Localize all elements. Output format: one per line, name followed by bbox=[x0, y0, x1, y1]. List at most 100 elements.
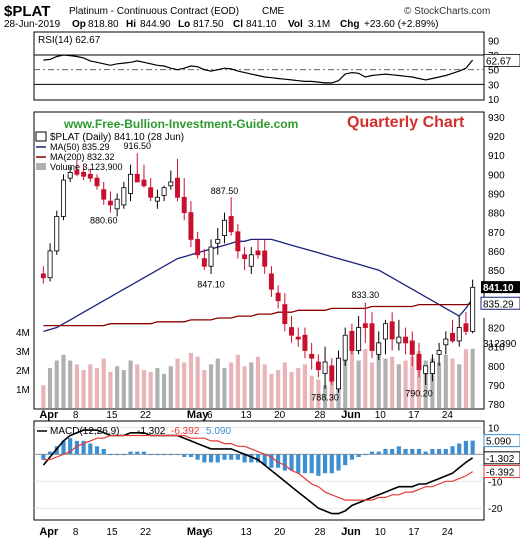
macd-x-tick: Jun bbox=[341, 526, 361, 538]
macd-histogram-bar bbox=[457, 443, 462, 455]
candle-body bbox=[436, 350, 442, 355]
candle-body bbox=[168, 181, 174, 187]
candle-body bbox=[389, 321, 395, 340]
volume-bar bbox=[450, 358, 455, 408]
candle-body bbox=[329, 365, 335, 382]
volume-bar bbox=[396, 364, 401, 408]
macd-histogram-bar bbox=[349, 454, 354, 460]
macd-histogram-bar bbox=[54, 446, 59, 455]
candle-body bbox=[443, 338, 449, 346]
volume-bar bbox=[141, 370, 147, 408]
candle-body bbox=[302, 334, 308, 351]
macd-line-tag-box bbox=[483, 451, 520, 465]
hi-value: 844.90 bbox=[140, 19, 171, 30]
volume-bar bbox=[403, 360, 408, 408]
price-y-tick: 860 bbox=[488, 247, 505, 258]
price-y-tick: 830 bbox=[488, 304, 505, 315]
price-x-tick: 24 bbox=[442, 410, 454, 421]
volume-bar bbox=[208, 364, 214, 408]
volume-bar bbox=[296, 368, 301, 408]
volume-bar bbox=[195, 356, 200, 408]
candle-body bbox=[295, 336, 301, 340]
macd-histogram-bar bbox=[162, 454, 167, 456]
volume-bar bbox=[235, 354, 240, 408]
price-annotation: 847.10 bbox=[197, 280, 225, 290]
volume-bar bbox=[390, 356, 395, 408]
vol-label: Vol bbox=[288, 19, 303, 30]
op-value: 818.80 bbox=[88, 19, 119, 30]
candle-body bbox=[315, 361, 321, 371]
price-panel: 916.50 887.50 880.60 847.10 833.30 788.30 790.… bbox=[16, 113, 520, 421]
candle-body bbox=[215, 239, 221, 244]
exchange: CME bbox=[262, 6, 285, 17]
volume-bar bbox=[54, 360, 59, 408]
volume-bar bbox=[162, 373, 167, 408]
candle-body bbox=[396, 336, 402, 344]
volume-bar bbox=[222, 368, 227, 408]
volume-bar bbox=[255, 356, 261, 408]
macd-histogram-bar bbox=[356, 454, 361, 458]
volume-bar bbox=[316, 379, 321, 408]
chg-value: +23.60 (+2.89%) bbox=[364, 19, 439, 30]
macd-histogram-bar bbox=[329, 454, 334, 474]
macd-signal-tag: -6.392 bbox=[486, 468, 515, 479]
macd-histogram-bar bbox=[108, 454, 113, 456]
price-x-tick: 22 bbox=[140, 410, 152, 421]
candle-body bbox=[423, 365, 429, 374]
rsi-y-tick: 90 bbox=[488, 36, 500, 47]
volume-y-tick: 1M bbox=[16, 385, 30, 396]
volume-bar bbox=[457, 364, 462, 408]
macd-histogram-bar bbox=[215, 454, 220, 463]
candle-body bbox=[74, 170, 80, 175]
macd-histogram-bar bbox=[202, 454, 207, 463]
candle-body bbox=[282, 304, 288, 325]
macd-histogram-bar bbox=[155, 454, 160, 456]
price-x-tick: May bbox=[187, 409, 209, 421]
volume-bar bbox=[68, 360, 73, 408]
macd-signal-tag-box bbox=[483, 465, 520, 479]
candle-body bbox=[161, 187, 167, 196]
macd-histogram-bar bbox=[309, 454, 314, 474]
candle-body bbox=[94, 177, 100, 187]
macd-histogram-bar bbox=[61, 440, 66, 455]
macd-histogram-bar bbox=[423, 451, 428, 455]
macd-histogram-bar bbox=[403, 448, 408, 455]
macd-line-tag: -1.302 bbox=[486, 454, 515, 465]
macd-histogram-bar bbox=[289, 454, 294, 471]
volume-bar bbox=[262, 364, 267, 408]
macd-legend-hist: 5.090 bbox=[206, 426, 231, 437]
candle-body bbox=[356, 327, 362, 351]
legend-ma50: MA(50) 835.29 bbox=[50, 142, 110, 152]
macd-histogram-bar bbox=[121, 454, 126, 456]
candle-body bbox=[195, 239, 201, 256]
macd-histogram-bar bbox=[430, 448, 435, 455]
volume-bar bbox=[94, 368, 100, 408]
volume-bar bbox=[182, 362, 187, 408]
candle-body bbox=[114, 198, 120, 210]
watermark-url: www.Free-Bullion-Investment-Guide.com bbox=[63, 117, 298, 131]
volume-bar bbox=[329, 373, 334, 408]
macd-x-tick: 17 bbox=[408, 527, 420, 538]
candle-body bbox=[47, 250, 53, 279]
price-x-tick: Jun bbox=[341, 409, 361, 421]
macd-histogram-bar bbox=[369, 451, 375, 455]
macd-histogram-bar bbox=[168, 454, 173, 456]
volume-bar bbox=[302, 364, 308, 408]
candle-body bbox=[416, 353, 422, 371]
volume-bar bbox=[276, 370, 281, 408]
candle-body bbox=[54, 216, 60, 252]
macd-histogram-bar bbox=[302, 454, 308, 474]
hi-label: Hi bbox=[126, 19, 136, 30]
macd-histogram-bar bbox=[383, 448, 388, 455]
macd-x-tick: May bbox=[187, 526, 209, 538]
volume-bar bbox=[88, 364, 93, 408]
volume-bar bbox=[249, 362, 254, 408]
vol-value: 3.1M bbox=[308, 19, 330, 30]
quarterly-chart-title: Quarterly Chart bbox=[347, 114, 465, 131]
price-x-tick: 20 bbox=[274, 410, 286, 421]
macd-histogram-bar bbox=[410, 448, 415, 455]
candle-body bbox=[208, 246, 214, 267]
volume-bar bbox=[282, 362, 287, 408]
volume-bar bbox=[168, 366, 173, 408]
volume-bar bbox=[410, 356, 415, 408]
